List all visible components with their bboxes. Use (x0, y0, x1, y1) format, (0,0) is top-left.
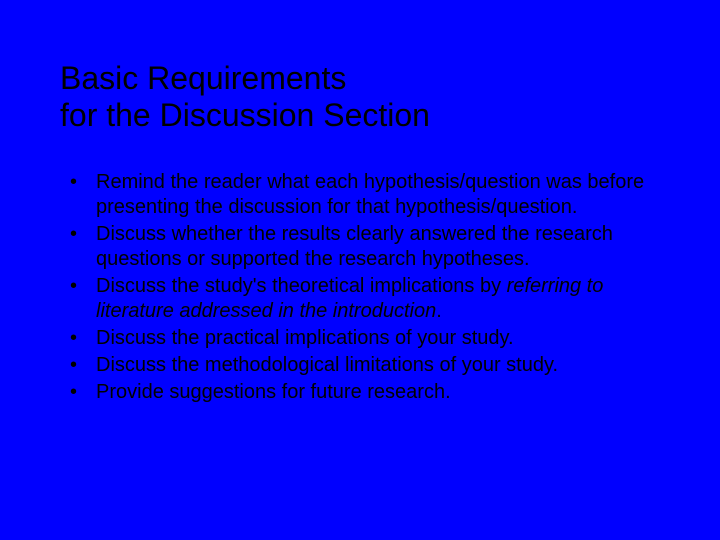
bullet-text: Discuss the methodological limitations o… (96, 354, 558, 376)
bullet-text: . (436, 300, 442, 322)
slide: Basic Requirements for the Discussion Se… (0, 0, 720, 447)
bullet-text: Provide suggestions for future research. (96, 381, 451, 403)
bullet-item: Discuss the study's theoretical implicat… (60, 274, 660, 324)
slide-title: Basic Requirements for the Discussion Se… (60, 60, 660, 134)
title-line-1: Basic Requirements (60, 60, 346, 96)
bullet-text: Discuss the practical implications of yo… (96, 327, 514, 349)
bullet-item: Remind the reader what each hypothesis/q… (60, 170, 660, 220)
bullet-item: Discuss whether the results clearly answ… (60, 222, 660, 272)
bullet-item: Provide suggestions for future research. (60, 380, 660, 405)
bullet-text: Remind the reader what each hypothesis/q… (96, 171, 644, 218)
title-line-2: for the Discussion Section (60, 97, 430, 133)
bullet-item: Discuss the methodological limitations o… (60, 353, 660, 378)
bullet-text: Discuss the study's theoretical implicat… (96, 275, 507, 297)
bullet-text: Discuss whether the results clearly answ… (96, 223, 613, 270)
bullet-item: Discuss the practical implications of yo… (60, 326, 660, 351)
bullet-list: Remind the reader what each hypothesis/q… (60, 170, 660, 405)
